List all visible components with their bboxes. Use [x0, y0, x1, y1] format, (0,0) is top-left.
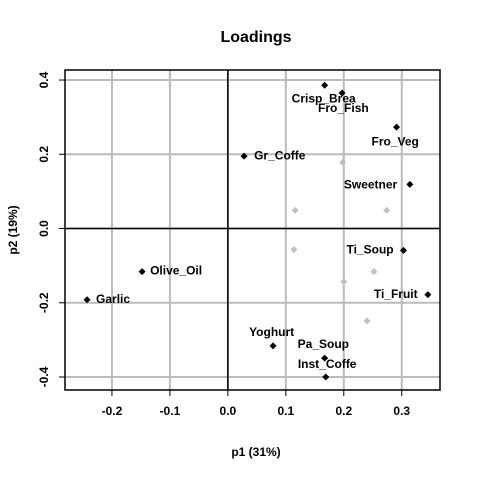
plot-frame: [64, 69, 441, 391]
x-tick-label: -0.2: [102, 404, 123, 418]
chart-title: Loadings: [220, 29, 291, 46]
x-axis-label: p1 (31%): [231, 445, 280, 459]
point-label: Ti_Fruit: [374, 287, 418, 301]
point: [321, 81, 329, 89]
point-label: Inst_Coffe: [298, 357, 357, 371]
point: [240, 152, 248, 160]
point: [383, 206, 391, 214]
point: [363, 317, 371, 325]
point: [321, 354, 329, 362]
point-label: Fro_Veg: [372, 134, 419, 148]
x-tick-label: -0.1: [160, 404, 181, 418]
point: [340, 278, 348, 286]
point: [83, 296, 91, 304]
x-tick-label: 0.3: [393, 404, 410, 418]
point: [322, 373, 330, 381]
point-label: Gr_Coffe: [254, 148, 306, 162]
point: [290, 246, 298, 254]
y-tick-label: 0.2: [37, 146, 51, 163]
point: [339, 158, 347, 166]
point-label: Garlic: [96, 292, 130, 306]
y-tick-label: 0.0: [37, 220, 51, 237]
point-label: Sweetner: [344, 178, 398, 192]
y-axis-label: p2 (19%): [6, 205, 20, 254]
point-label: Olive_Oil: [150, 264, 202, 278]
point-label: Pa_Soup: [298, 337, 349, 351]
point: [406, 180, 414, 188]
x-tick-label: 0.0: [220, 404, 237, 418]
point: [338, 89, 346, 97]
y-tick-label: -0.2: [37, 292, 51, 313]
x-tick-label: 0.1: [277, 404, 294, 418]
y-tick-label: 0.4: [37, 71, 51, 88]
point: [424, 291, 432, 299]
x-tick-label: 0.2: [335, 404, 352, 418]
point: [393, 123, 401, 131]
y-tick-label: -0.4: [37, 366, 51, 387]
point-label: Crisp_Brea: [292, 91, 356, 105]
point: [138, 268, 146, 276]
point-label: Yoghurt: [249, 325, 294, 339]
point: [269, 342, 277, 350]
point: [370, 268, 378, 276]
point-label: Fro_Fish: [318, 101, 369, 115]
point: [291, 206, 299, 214]
point-label: Ti_Soup: [346, 243, 393, 257]
point: [399, 246, 407, 254]
